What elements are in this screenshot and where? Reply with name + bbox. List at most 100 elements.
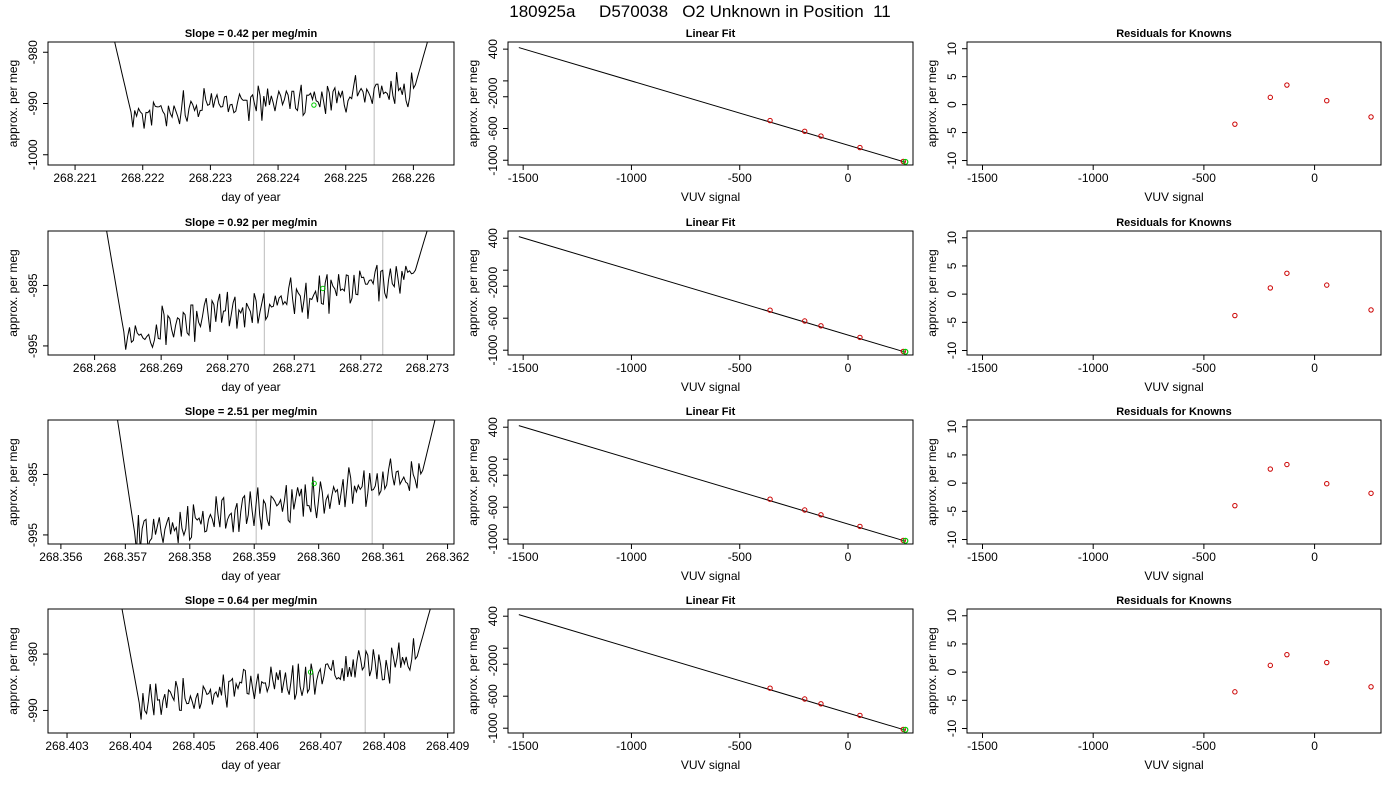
- x-tick-label: -1500: [508, 550, 539, 564]
- mean-marker: [311, 102, 317, 108]
- plot-area: [106, 231, 428, 355]
- panel-title: Linear Fit: [686, 595, 736, 607]
- x-tick-label: 268.407: [299, 739, 343, 753]
- data-point: [1324, 98, 1330, 104]
- data-point: [818, 323, 824, 329]
- x-tick-label: -1500: [967, 739, 998, 753]
- y-tick-label: 0: [486, 77, 500, 84]
- x-tick-label: -500: [728, 550, 752, 564]
- plot-area: [518, 614, 909, 733]
- y-tick-label: -5: [945, 127, 959, 138]
- mean-marker: [311, 480, 317, 487]
- x-tick-label: 268.269: [139, 361, 183, 375]
- x-tick-label: 268.225: [324, 171, 368, 185]
- y-tick-label: 400: [486, 417, 500, 437]
- y-tick-label: 10: [945, 609, 959, 623]
- x-tick-label: -500: [728, 171, 752, 185]
- data-point: [818, 512, 824, 518]
- signal-trace: [121, 609, 431, 720]
- x-tick-label: -500: [1192, 361, 1216, 375]
- x-tick-label: 268.408: [363, 739, 407, 753]
- x-tick-label: -500: [728, 739, 752, 753]
- x-axis-label: day of year: [221, 190, 280, 204]
- plot-area: [114, 42, 428, 165]
- y-axis-label: approx. per meg: [925, 249, 939, 336]
- panel-7: Linear Fit VUV signal approx. per meg -1500…: [466, 406, 914, 583]
- x-tick-label: -1500: [508, 171, 539, 185]
- x-tick-label: 268.359: [233, 550, 277, 564]
- x-tick-label: -1500: [967, 550, 998, 564]
- x-tick-label: 268.270: [206, 361, 250, 375]
- plot-frame: [966, 419, 1382, 545]
- y-tick-label: 400: [486, 39, 500, 59]
- y-tick-label: 0: [945, 479, 959, 486]
- x-tick-label: 0: [845, 550, 852, 564]
- data-point: [1284, 82, 1290, 88]
- y-tick-label: 5: [945, 73, 959, 80]
- x-tick-label: 268.358: [168, 550, 212, 564]
- x-axis-label: VUV signal: [681, 758, 740, 772]
- x-tick-label: 268.406: [236, 739, 280, 753]
- x-axis-label: day of year: [221, 380, 280, 394]
- plot-area: [518, 425, 909, 544]
- panel-8: Linear Fit VUV signal approx. per meg -1500…: [466, 595, 914, 772]
- mean-marker: [320, 285, 326, 292]
- plot-frame: [966, 230, 1382, 356]
- y-tick-label: -10: [945, 152, 959, 170]
- x-tick-label: 268.226: [392, 171, 436, 185]
- plot-area: [1232, 651, 1374, 695]
- x-tick-label: -1000: [616, 171, 647, 185]
- y-tick-label: 0: [945, 290, 959, 297]
- data-point: [857, 334, 863, 341]
- plot-area: [1232, 270, 1374, 319]
- y-axis-label: approx. per meg: [466, 627, 480, 714]
- panel-title: Linear Fit: [686, 406, 736, 418]
- x-tick-label: 268.221: [53, 171, 97, 185]
- fit-line: [518, 425, 906, 542]
- x-tick-label: 0: [845, 361, 852, 375]
- x-axis-label: day of year: [221, 569, 280, 583]
- y-tick-label: -5: [945, 317, 959, 328]
- y-tick-label: -995: [26, 334, 40, 358]
- y-tick-label: -1000: [486, 524, 500, 555]
- y-tick-label: -985: [26, 273, 40, 297]
- plot-frame: [507, 41, 914, 166]
- plot-area: [117, 420, 436, 544]
- data-point: [1267, 662, 1274, 669]
- x-tick-label: 268.273: [406, 361, 450, 375]
- data-point: [802, 507, 808, 513]
- panel-title: Slope = 0.92 per meg/min: [185, 217, 318, 229]
- unknown-marker: [902, 158, 909, 165]
- data-point: [1324, 480, 1330, 487]
- x-axis-label: VUV signal: [1144, 569, 1203, 583]
- y-tick-label: -990: [26, 91, 40, 115]
- y-tick-label: 400: [486, 228, 500, 248]
- plot-frame: [47, 419, 455, 545]
- x-axis-label: VUV signal: [681, 380, 740, 394]
- data-point: [1284, 461, 1290, 468]
- x-tick-label: 268.409: [426, 739, 470, 753]
- plot-area: [518, 236, 909, 355]
- y-axis-label: approx. per meg: [466, 249, 480, 336]
- data-point: [857, 523, 863, 530]
- x-tick-label: -1500: [508, 361, 539, 375]
- data-point: [767, 117, 773, 124]
- panel-title: Residuals for Knowns: [1116, 28, 1232, 40]
- fit-line: [518, 47, 906, 163]
- mean-marker: [307, 669, 314, 675]
- x-tick-label: 268.222: [121, 171, 165, 185]
- panel-2: Slope = 0.92 per meg/min day of year appro…: [6, 217, 455, 394]
- y-tick-label: 0: [486, 456, 500, 463]
- signal-trace: [114, 42, 428, 129]
- panel-title: Slope = 2.51 per meg/min: [185, 406, 318, 418]
- y-axis-label: approx. per meg: [925, 60, 939, 147]
- plot-frame: [966, 41, 1382, 166]
- y-tick-label: 5: [945, 640, 959, 647]
- panel-title: Linear Fit: [686, 217, 736, 229]
- panel-4: Slope = 0.64 per meg/min day of year appro…: [6, 595, 470, 772]
- x-tick-label: 268.356: [39, 550, 83, 564]
- x-tick-label: 268.272: [339, 361, 383, 375]
- data-point: [767, 685, 773, 691]
- x-tick-label: 268.223: [189, 171, 233, 185]
